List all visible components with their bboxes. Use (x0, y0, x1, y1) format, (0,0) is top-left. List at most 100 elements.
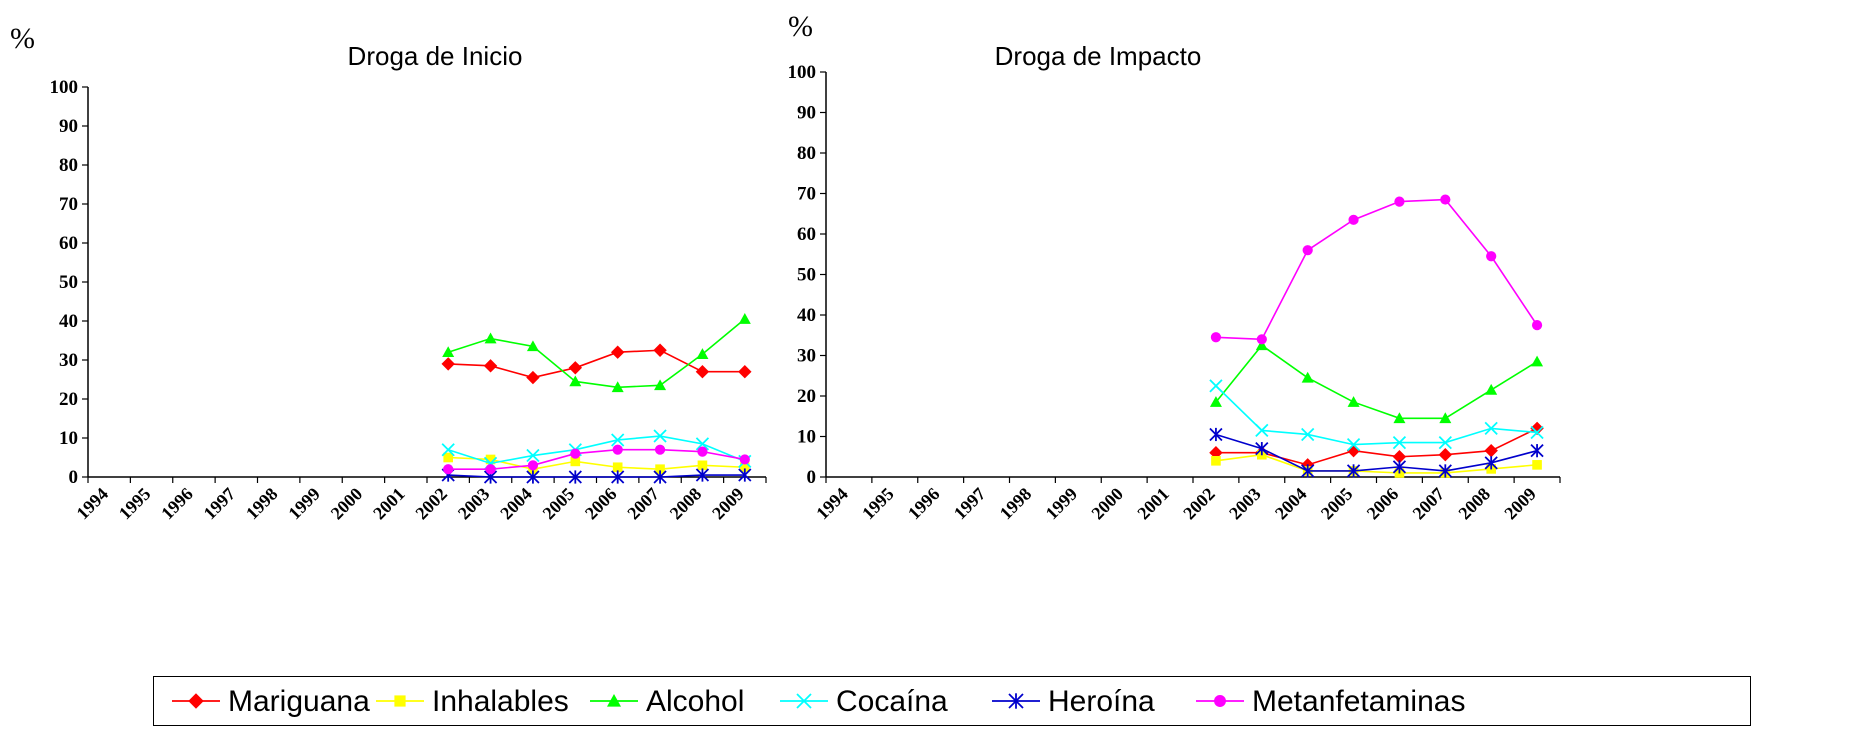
data-point (1438, 464, 1452, 478)
x-tick-label: 1997 (200, 484, 240, 524)
data-point (442, 346, 455, 357)
data-point (526, 340, 539, 352)
series-metanfetaminas (1210, 194, 1543, 345)
x-tick-label: 2003 (1225, 484, 1265, 524)
data-point (568, 470, 582, 484)
legend-marker (1214, 695, 1226, 707)
y-axis-label: % (10, 22, 35, 55)
data-point (655, 464, 665, 474)
data-point (443, 452, 453, 463)
series-line (448, 456, 745, 471)
x-tick-label: 1997 (950, 484, 990, 524)
y-axis-label: % (788, 10, 813, 43)
chart-2: Droga de Impacto% 0 10 20 30 40 50 60 70 80 90 100 1… (788, 10, 1561, 523)
data-point (1346, 464, 1361, 478)
data-point (1438, 435, 1452, 450)
data-point (1486, 251, 1497, 262)
data-point (611, 433, 625, 447)
x-tick-label: 2009 (1500, 484, 1540, 524)
data-point (526, 448, 540, 463)
data-point (1531, 320, 1543, 331)
y-tick-label: 60 (59, 233, 78, 254)
data-point (1530, 425, 1544, 440)
data-point (1484, 443, 1498, 458)
data-point (1484, 456, 1498, 470)
legend-marker (394, 695, 406, 707)
x-tick-label: 2005 (539, 484, 579, 524)
x-tick-label: 2006 (1363, 484, 1403, 524)
y-tick-label: 100 (50, 77, 79, 98)
data-point (696, 348, 709, 359)
data-point (1438, 448, 1453, 462)
data-point (1255, 423, 1269, 438)
data-point (1485, 383, 1498, 395)
legend-label: Inhalables (432, 685, 569, 718)
x-tick-label: 2004 (1271, 484, 1311, 524)
data-point (612, 462, 623, 473)
data-point (1255, 442, 1269, 456)
y-tick-label: 30 (797, 346, 816, 367)
data-point (739, 454, 750, 465)
legend-marker (188, 693, 204, 709)
series-line (447, 435, 746, 465)
x-tick-label: 2002 (1179, 484, 1219, 524)
x-tick-label: 1996 (157, 484, 197, 524)
data-point (1393, 412, 1406, 424)
legend-marker (796, 693, 812, 709)
series-line (1215, 433, 1538, 472)
series-hero-na (1209, 427, 1544, 478)
data-point (697, 446, 708, 457)
data-point (654, 444, 666, 455)
x-tick-label: 2005 (1317, 484, 1357, 524)
data-point (1439, 412, 1452, 424)
y-tick-label: 50 (59, 272, 78, 293)
y-tick-label: 80 (797, 143, 816, 164)
data-point (1209, 427, 1223, 442)
data-point (695, 437, 710, 451)
chart-title: Droga de Impacto (995, 41, 1202, 71)
data-point (568, 361, 583, 375)
data-point (1301, 427, 1315, 442)
data-point (738, 313, 751, 324)
data-point (1531, 355, 1544, 367)
x-tick-label: 2008 (1454, 484, 1494, 524)
x-tick-label: 2000 (1087, 484, 1127, 524)
x-tick-label: 2006 (581, 484, 621, 524)
x-tick-label: 1999 (1042, 484, 1082, 524)
y-tick-label: 60 (797, 224, 816, 245)
y-tick-label: 30 (59, 350, 78, 371)
data-point (610, 345, 625, 359)
data-point (483, 359, 498, 373)
x-tick-label: 1995 (858, 484, 898, 524)
data-point (1346, 443, 1361, 458)
data-point (654, 379, 667, 391)
y-tick-label: 70 (797, 184, 816, 205)
series-line (1215, 344, 1538, 420)
data-point (1256, 334, 1267, 345)
data-point (1302, 245, 1313, 256)
series-line (1215, 427, 1538, 466)
chart-title: Droga de Inicio (348, 41, 523, 71)
data-point (738, 364, 752, 379)
data-point (653, 470, 667, 484)
x-tick-label: 2004 (496, 484, 536, 524)
legend: Mariguana Inhalables Alcohol Cocaína Heroína… (153, 676, 1751, 726)
data-point (738, 468, 752, 482)
data-point (443, 464, 454, 475)
legend-label: Mariguana (228, 685, 370, 718)
legend-item-mariguana: Mariguana (172, 685, 370, 718)
data-point (1392, 460, 1407, 474)
x-tick-label: 2009 (708, 484, 748, 524)
legend-item-coca-na: Cocaína (780, 685, 948, 718)
data-point (611, 381, 624, 393)
legend-marker (607, 694, 621, 707)
charts-canvas: Droga de Inicio%010203040506070809010019… (10, 10, 1561, 524)
series-alcohol (1209, 339, 1544, 424)
data-point (612, 444, 623, 455)
y-tick-label: 40 (797, 305, 816, 326)
y-tick-label: 80 (59, 155, 78, 176)
data-point (611, 470, 625, 484)
series-line (448, 474, 745, 478)
y-tick-label: 0 (69, 467, 79, 488)
x-tick-label: 1994 (812, 484, 852, 524)
